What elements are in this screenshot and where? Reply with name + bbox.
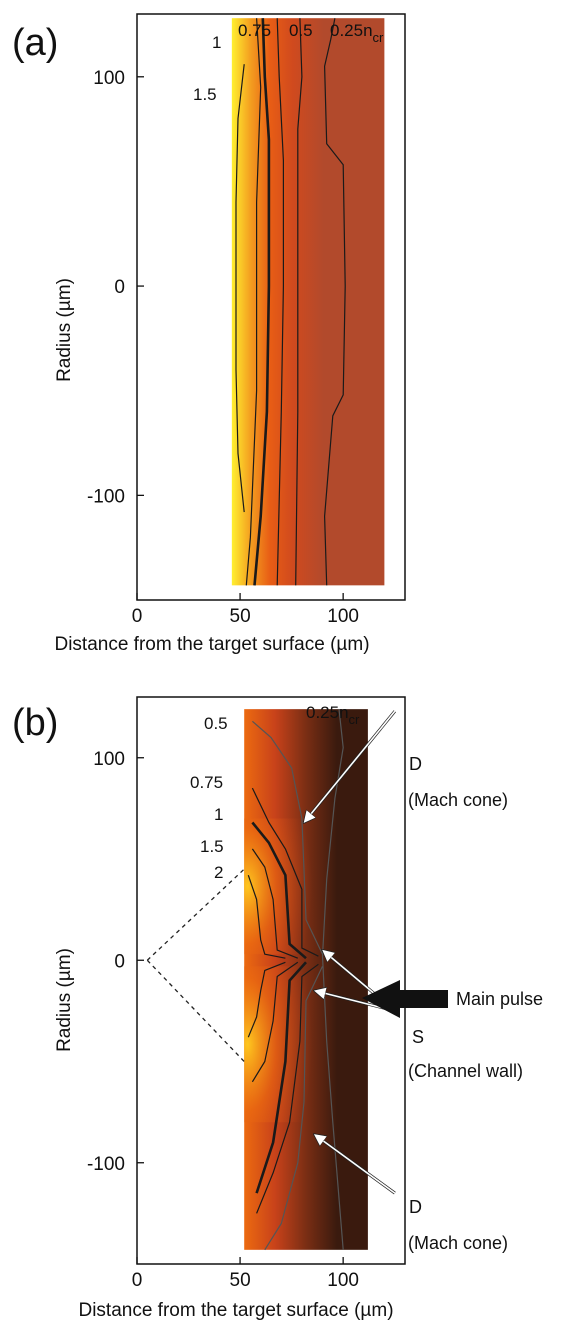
x-tick-label-50: 50 xyxy=(230,1270,251,1291)
contour-label-0.75: 0.75 xyxy=(238,21,271,40)
panel-a-label: (a) xyxy=(12,22,58,64)
y-tick-label-0: 0 xyxy=(114,277,125,298)
contour-label-0.25ncr: 0.25ncr xyxy=(330,21,384,45)
main-pulse-arrow xyxy=(362,980,448,1018)
annotation-arrow-3 xyxy=(314,1134,396,1194)
contour-label-1.5: 1.5 xyxy=(193,85,217,104)
panel-a: (a) 0 50 100 100 0 -100 1 0.75 0.5 0.25ncr 1.… xyxy=(12,13,406,655)
contour-label-2-b: 2 xyxy=(214,863,223,882)
panel-b-frame xyxy=(136,696,406,1265)
panel-b-dashed-lines xyxy=(146,868,245,1062)
panel-b-xlabel: Distance from the target surface (µm) xyxy=(78,1300,393,1321)
panel-a-heatmap xyxy=(231,18,385,586)
x-tick-label-0: 0 xyxy=(132,606,143,627)
contour-label-1: 1 xyxy=(212,33,221,52)
contour-line-0.5 xyxy=(295,18,303,586)
annotation-main-pulse: Main pulse xyxy=(456,989,543,1009)
contour-label-1.5-b: 1.5 xyxy=(200,837,224,856)
x-tick-label-100: 100 xyxy=(327,1270,359,1291)
x-tick-label-0: 0 xyxy=(132,1270,143,1291)
x-tick-label-50: 50 xyxy=(230,606,251,627)
panel-a-ylabel: Radius (µm) xyxy=(54,278,75,382)
contour-label-0.75-b: 0.75 xyxy=(190,773,223,792)
annotation-d-bottom-sub: (Mach cone) xyxy=(408,1233,508,1253)
contour-line-0.75 xyxy=(251,787,319,957)
panel-b-ylabel: Radius (µm) xyxy=(54,948,75,1052)
contour-label-0.25ncr-b-sub: cr xyxy=(349,712,361,727)
contour-label-1-b: 1 xyxy=(214,805,223,824)
contour-line-1.5 xyxy=(251,961,299,1083)
contour-label-0.25ncr-b-main: 0.25n xyxy=(306,703,349,722)
annotation-d-bottom: D xyxy=(409,1197,422,1217)
contour-label-0.5: 0.5 xyxy=(289,21,313,40)
contour-line-2 xyxy=(247,961,286,1038)
annotation-d-top-sub: (Mach cone) xyxy=(408,790,508,810)
heatmap-field xyxy=(231,18,385,586)
y-tick-label-100: 100 xyxy=(93,749,125,770)
x-tick-label-100: 100 xyxy=(327,606,359,627)
panel-b-contours xyxy=(247,709,344,1251)
y-tick-label--100: -100 xyxy=(87,1154,125,1175)
panel-a-contours xyxy=(235,18,346,586)
contour-line-0.75 xyxy=(256,963,319,1214)
panel-a-frame xyxy=(136,13,406,601)
panel-b-annotations xyxy=(304,710,397,1195)
contour-line-2 xyxy=(247,875,286,959)
contour-line-1 xyxy=(253,18,271,586)
annotation-s-sub: (Channel wall) xyxy=(408,1061,523,1081)
contour-line-0.25 xyxy=(321,709,344,1250)
annotation-arrow-0 xyxy=(304,710,396,822)
y-tick-label-0: 0 xyxy=(114,951,125,972)
panel-b: (b) 0 50 100 100 0 -100 0.25ncr 0.5 0.75 1 1.… xyxy=(12,696,543,1321)
y-tick-label--100: -100 xyxy=(87,486,125,507)
contour-line-0.25 xyxy=(324,18,346,586)
contour-label-0.5-b: 0.5 xyxy=(204,714,228,733)
contour-label-0.25ncr-sub: cr xyxy=(373,30,385,45)
contour-line-0.85 xyxy=(245,18,262,586)
contour-line-1 xyxy=(251,821,307,960)
dashed-line-0 xyxy=(146,868,245,961)
panel-b-axes: 0 50 100 100 0 -100 xyxy=(87,749,359,1291)
contour-label-0.25ncr-b: 0.25ncr xyxy=(306,703,360,727)
panel-a-axes: 0 50 100 100 0 -100 xyxy=(87,68,359,627)
contour-line-1 xyxy=(255,961,307,1194)
annotation-d-top: D xyxy=(409,754,422,774)
dashed-line-1 xyxy=(146,959,245,1062)
contour-line-0.5 xyxy=(264,966,324,1251)
contour-line-0.75 xyxy=(276,18,284,586)
panel-a-xlabel: Distance from the target surface (µm) xyxy=(54,634,369,655)
contour-line-1.5 xyxy=(251,848,299,959)
y-tick-label-100: 100 xyxy=(93,68,125,89)
contour-line-1.5 xyxy=(235,64,245,513)
contour-line-0.5 xyxy=(252,720,324,955)
contour-label-0.25ncr-main: 0.25n xyxy=(330,21,373,40)
annotation-s: S xyxy=(412,1027,424,1047)
panel-b-label: (b) xyxy=(12,702,58,744)
